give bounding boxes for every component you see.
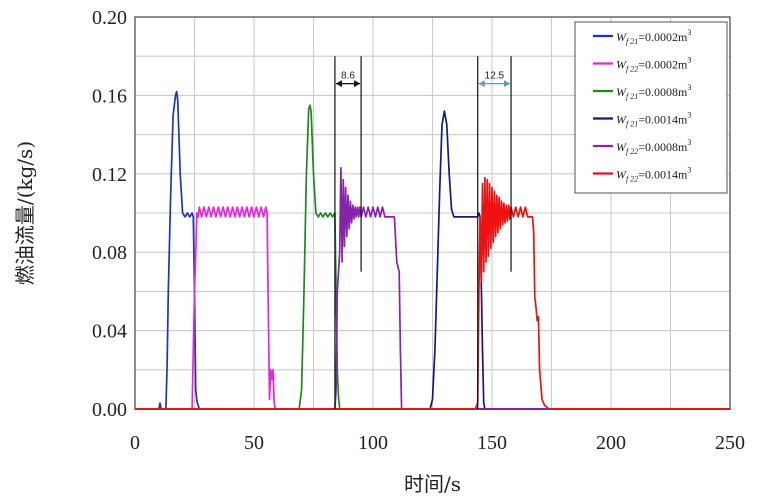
x-tick-label: 50 — [244, 432, 264, 454]
x-tick-label: 250 — [715, 432, 745, 454]
y-tick-label: 0.08 — [92, 242, 127, 264]
legend: Wf 21=0.0002m3 Wf 22=0.0002m3 Wf 21=0.0008… — [574, 21, 728, 194]
x-tick-label: 100 — [358, 432, 388, 454]
y-tick-labels: 0.00 0.04 0.08 0.12 0.16 0.20 — [92, 7, 127, 421]
series-line — [135, 110, 730, 410]
series-layer — [135, 90, 730, 410]
arrow-head-left — [478, 80, 485, 88]
legend-entry: Wf 21=0.0014m3 — [616, 111, 691, 129]
grid-lines — [135, 16, 730, 409]
x-tick-label: 200 — [596, 432, 626, 454]
interval-label: 12.5 — [485, 71, 505, 82]
series-line — [135, 176, 730, 410]
arrow-head-left — [335, 80, 342, 88]
annotation-layer: 8.6 12.5 — [334, 56, 512, 409]
arrow-head-right — [504, 80, 511, 88]
legend-entry: Wf 22=0.0014m3 — [616, 166, 691, 184]
y-tick-label: 0.12 — [92, 164, 127, 186]
arrow-head-right — [354, 80, 361, 88]
legend-entry: Wf 22=0.0008m3 — [616, 138, 691, 156]
x-tick-label: 0 — [130, 432, 140, 454]
x-axis-title: 时间/s — [404, 472, 461, 496]
interval-label: 8.6 — [341, 71, 355, 82]
series-line — [135, 206, 730, 410]
legend-entry: Wf 21=0.0008m3 — [616, 83, 691, 101]
series-line — [135, 167, 730, 410]
y-tick-label: 0.00 — [92, 399, 127, 421]
x-tick-label: 150 — [477, 432, 507, 454]
x-tick-labels: 0 50 100 150 200 250 — [130, 432, 745, 454]
y-axis-title: 燃油流量/(kg/s) — [13, 141, 37, 285]
legend-entry: Wf 22=0.0002m3 — [616, 56, 691, 74]
y-tick-label: 0.20 — [92, 7, 127, 29]
legend-entry: Wf 21=0.0002m3 — [616, 28, 691, 46]
y-tick-label: 0.04 — [92, 321, 127, 343]
y-tick-label: 0.16 — [92, 85, 127, 107]
legend-box — [574, 21, 728, 194]
